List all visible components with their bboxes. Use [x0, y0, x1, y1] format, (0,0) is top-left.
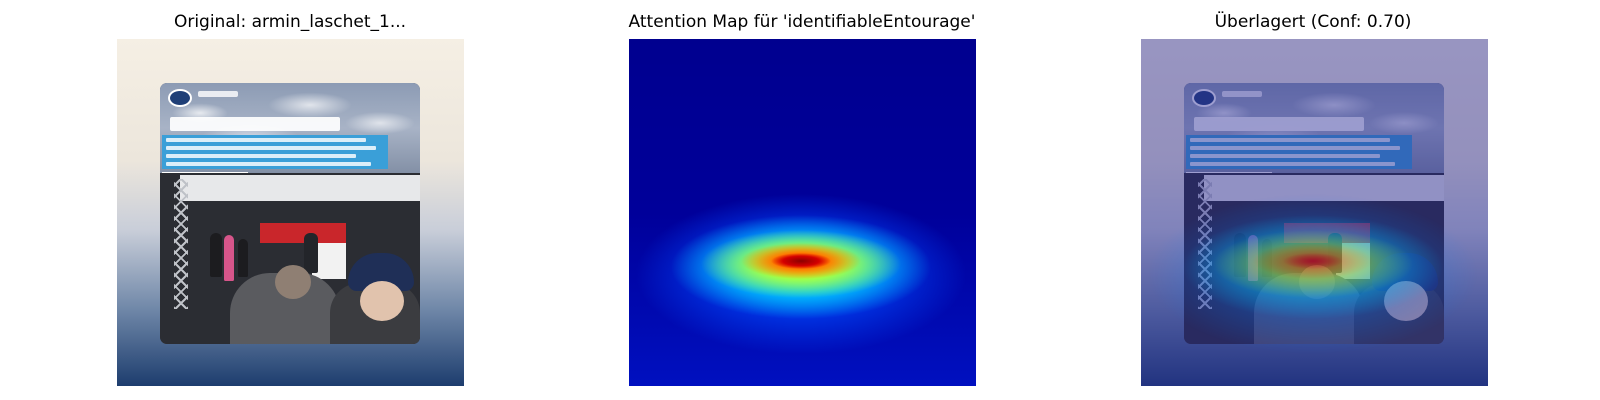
username-text-graphic — [198, 91, 238, 97]
handle-overlay-graphic — [170, 117, 340, 131]
person-figure — [224, 235, 234, 281]
heatmap-gradient — [629, 39, 976, 386]
instagram-story-frame — [160, 83, 420, 344]
profile-avatar — [168, 89, 192, 107]
panel-title-original: Original: armin_laschet_1... — [173, 12, 407, 32]
overlay-image — [1141, 39, 1488, 386]
original-image — [117, 39, 464, 386]
crowd-head — [275, 265, 311, 299]
cdu-banner — [260, 223, 346, 243]
overlay-heatmap — [1141, 39, 1488, 386]
quote-box — [162, 135, 388, 169]
person-figure — [238, 239, 248, 277]
attention-heatmap — [629, 39, 976, 386]
stage-truss — [174, 179, 188, 309]
crowd-face — [360, 281, 404, 321]
person-figure — [304, 233, 318, 273]
stage-roof — [180, 175, 420, 201]
panel-title-attention: Attention Map für 'identifiableEntourage… — [628, 12, 976, 32]
panel-title-overlay: Überlagert (Conf: 0.70) — [1214, 12, 1412, 32]
person-figure — [210, 233, 222, 277]
